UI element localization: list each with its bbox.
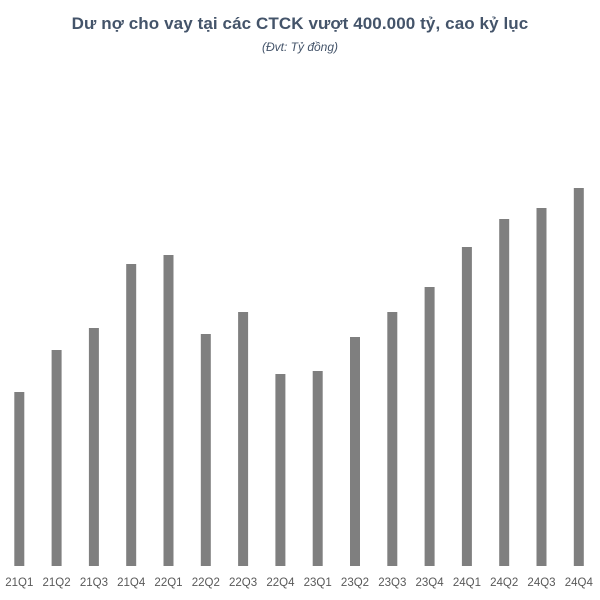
bar-23Q2 (350, 337, 360, 566)
x-tick-label: 21Q3 (80, 577, 108, 589)
bar-23Q4 (424, 287, 435, 566)
x-tick-label: 23Q4 (416, 577, 445, 589)
x-tick-label: 23Q1 (304, 577, 332, 589)
bar-24Q3 (536, 208, 547, 566)
x-tick-label: 22Q2 (192, 577, 220, 589)
x-tick-label: 22Q3 (229, 577, 257, 589)
bar-21Q4 (126, 264, 137, 566)
bar-21Q1 (14, 392, 25, 566)
x-tick-label: 21Q1 (5, 577, 33, 589)
x-tick-label: 23Q2 (341, 577, 369, 589)
x-tick-label: 22Q1 (154, 577, 182, 589)
bar-24Q2 (499, 219, 510, 566)
chart-title: Dư nợ cho vay tại các CTCK vượt 400.000 … (71, 14, 529, 33)
bar-23Q1 (312, 371, 323, 566)
bar-22Q3 (238, 312, 249, 566)
bar-24Q1 (461, 247, 472, 566)
bar-22Q1 (163, 255, 174, 566)
bar-22Q2 (200, 334, 211, 566)
x-tick-label: 24Q1 (453, 577, 481, 589)
x-tick-label: 24Q3 (527, 577, 555, 589)
x-tick-label: 23Q3 (378, 577, 406, 589)
chart-subtitle: (Đvt: Tỷ đồng) (261, 40, 339, 54)
x-tick-label: 24Q4 (565, 577, 594, 589)
bar-23Q3 (387, 312, 398, 566)
bar-24Q4 (573, 188, 584, 566)
x-tick-label: 21Q2 (43, 577, 71, 589)
x-tick-label: 24Q2 (490, 577, 518, 589)
bar-21Q2 (51, 350, 62, 566)
x-tick-label: 22Q4 (266, 577, 295, 589)
bar-22Q4 (275, 374, 286, 566)
bar-21Q3 (88, 328, 99, 566)
x-tick-label: 21Q4 (117, 577, 146, 589)
